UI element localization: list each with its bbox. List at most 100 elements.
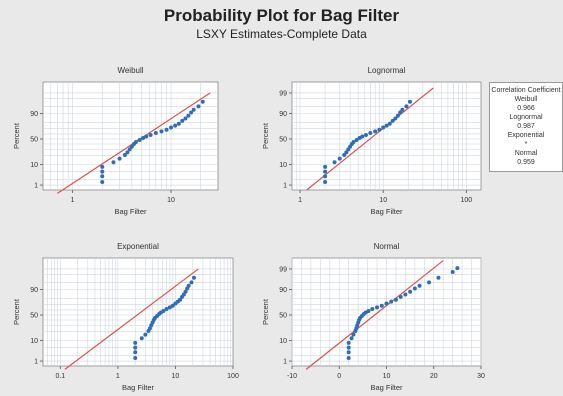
y-tick-label: 50 xyxy=(279,136,287,143)
data-point xyxy=(196,104,201,109)
data-point xyxy=(366,308,371,313)
legend-value-exponential: * xyxy=(524,141,528,148)
fit-line-lognormal xyxy=(306,87,434,191)
data-point xyxy=(200,99,205,104)
data-point xyxy=(377,127,382,132)
data-point xyxy=(176,121,181,126)
data-point xyxy=(436,275,441,280)
data-point xyxy=(393,116,398,121)
y-axis-label: Percent xyxy=(12,298,21,325)
data-point xyxy=(100,174,105,179)
data-point xyxy=(159,129,164,134)
data-point xyxy=(346,355,351,360)
data-point xyxy=(139,336,144,341)
x-tick-label: 100 xyxy=(461,197,473,204)
data-point xyxy=(180,118,185,123)
y-tick-label: 50 xyxy=(30,312,38,319)
data-point xyxy=(393,297,398,302)
correlation-legend: Correlation Coefficient Weibull 0.966 Lo… xyxy=(489,82,563,172)
x-tick-label: 1 xyxy=(298,197,302,204)
data-point xyxy=(417,283,422,288)
data-point xyxy=(323,164,328,169)
data-point xyxy=(164,306,169,311)
panel-title-lognormal: Lognormal xyxy=(368,66,406,75)
x-axis-label: Bag Filter xyxy=(370,383,403,392)
x-tick-label: 10 xyxy=(172,373,180,380)
data-point xyxy=(404,104,409,109)
data-point xyxy=(127,147,132,152)
data-point xyxy=(373,129,378,134)
data-point xyxy=(398,294,403,299)
data-point xyxy=(346,350,351,355)
data-point xyxy=(450,270,455,275)
data-point xyxy=(368,130,373,135)
data-point xyxy=(133,340,138,345)
data-point xyxy=(122,152,127,157)
y-tick-label: 10 xyxy=(30,338,38,345)
x-tick-label: 10 xyxy=(383,373,391,380)
y-tick-label: 90 xyxy=(279,111,287,118)
data-point xyxy=(354,137,359,142)
panel-title-normal: Normal xyxy=(374,242,400,251)
data-point xyxy=(344,150,349,155)
fit-line-exponential xyxy=(64,268,199,370)
data-point xyxy=(412,286,417,291)
legend-value-normal: 0.959 xyxy=(517,159,535,166)
data-point xyxy=(408,289,413,294)
y-tick-label: 1 xyxy=(34,359,38,366)
data-point xyxy=(133,345,138,350)
y-tick-label: 90 xyxy=(279,287,287,294)
legend-name-weibull: Weibull xyxy=(514,96,538,103)
data-point xyxy=(183,116,188,121)
y-tick-label: 99 xyxy=(279,266,287,273)
data-point xyxy=(323,169,328,174)
data-point xyxy=(170,303,175,308)
y-tick-label: 50 xyxy=(30,136,38,143)
data-point xyxy=(370,306,375,311)
panel-title-weibull: Weibull xyxy=(117,66,143,75)
y-tick-label: 99 xyxy=(279,90,287,97)
data-point xyxy=(323,174,328,179)
x-tick-label: 1 xyxy=(116,373,120,380)
data-point xyxy=(100,179,105,184)
y-tick-label: 50 xyxy=(279,312,287,319)
data-point xyxy=(384,123,389,128)
data-point xyxy=(189,110,194,115)
data-point xyxy=(381,125,386,130)
data-point xyxy=(337,156,342,161)
panel-title-exponential: Exponential xyxy=(117,242,159,251)
data-point xyxy=(133,355,138,360)
data-point xyxy=(133,139,138,144)
data-point xyxy=(148,132,153,137)
legend-name-normal: Normal xyxy=(514,150,538,157)
x-tick-label: 1 xyxy=(71,197,75,204)
x-axis-label: Bag Filter xyxy=(370,207,403,216)
x-tick-label: 0 xyxy=(337,373,341,380)
y-tick-label: 90 xyxy=(30,111,38,118)
x-tick-label: 20 xyxy=(430,373,438,380)
x-tick-label: 30 xyxy=(477,373,485,380)
data-point xyxy=(403,292,408,297)
data-point xyxy=(186,113,191,118)
y-axis-label: Percent xyxy=(12,122,21,149)
chart-subtitle: LSXY Estimates-Complete Data xyxy=(196,27,367,41)
data-point xyxy=(144,134,149,139)
data-point xyxy=(133,350,138,355)
y-tick-label: 10 xyxy=(279,162,287,169)
legend-name-exponential: Exponential xyxy=(507,132,545,139)
data-point xyxy=(111,160,116,165)
data-point xyxy=(183,289,188,294)
x-tick-label: 0.1 xyxy=(55,373,65,380)
y-tick-label: 90 xyxy=(30,287,38,294)
y-tick-label: 1 xyxy=(283,183,287,190)
data-point xyxy=(375,305,380,310)
data-point xyxy=(143,332,148,337)
legend-header: Correlation Coefficient xyxy=(491,87,561,94)
x-tick-label: 10 xyxy=(167,197,175,204)
y-tick-label: 1 xyxy=(34,183,38,190)
data-point xyxy=(384,301,389,306)
data-point xyxy=(137,137,142,142)
data-point xyxy=(455,266,460,271)
y-tick-label: 1 xyxy=(283,359,287,366)
